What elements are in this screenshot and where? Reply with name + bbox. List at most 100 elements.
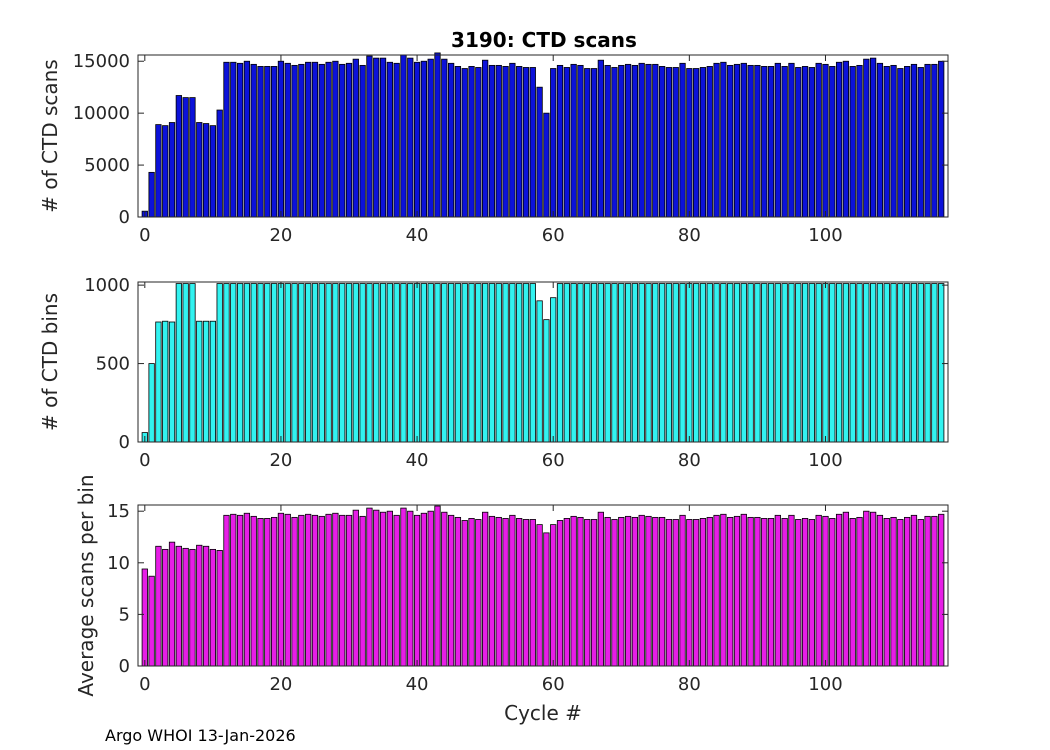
bar	[774, 62, 781, 218]
bar	[788, 514, 795, 667]
bar	[652, 516, 659, 667]
bar	[196, 122, 203, 218]
bar	[522, 67, 530, 218]
bar	[822, 63, 829, 218]
bar	[352, 509, 359, 667]
bar	[352, 58, 359, 218]
bar	[162, 125, 169, 218]
bar	[876, 283, 884, 443]
bar	[931, 63, 938, 218]
bar	[767, 66, 775, 218]
bar	[658, 516, 666, 667]
bar	[550, 524, 557, 667]
bar	[658, 283, 666, 443]
bar	[529, 67, 536, 218]
bar	[209, 320, 216, 443]
bar	[427, 58, 434, 218]
bar	[250, 283, 257, 443]
axes-frame	[137, 54, 949, 218]
bar	[379, 283, 387, 443]
bar	[808, 67, 815, 218]
bar	[257, 66, 264, 218]
bar	[883, 283, 890, 443]
bar	[305, 61, 312, 218]
bar	[611, 519, 618, 667]
bar	[216, 109, 223, 218]
bar	[291, 283, 298, 443]
bar	[148, 363, 155, 443]
bar	[345, 62, 353, 218]
bar	[400, 507, 407, 667]
bar	[917, 283, 924, 443]
bar	[277, 60, 285, 218]
bar	[447, 62, 455, 218]
bar	[679, 283, 686, 443]
bar	[407, 57, 414, 218]
bar	[842, 60, 850, 218]
bar	[720, 513, 727, 667]
bar	[155, 545, 162, 667]
bar	[740, 62, 747, 218]
bar	[597, 59, 604, 218]
bar	[162, 320, 169, 443]
bar	[189, 548, 196, 667]
x-tick-label: 0	[139, 674, 150, 695]
bar	[720, 283, 727, 443]
bar	[284, 513, 291, 667]
bar	[454, 66, 462, 218]
bar	[339, 63, 346, 218]
bar	[917, 67, 924, 218]
bar	[284, 283, 291, 443]
bar	[148, 171, 155, 218]
bar	[236, 514, 244, 667]
x-tick-label: 0	[139, 450, 150, 471]
bar	[910, 514, 918, 667]
bar	[604, 516, 611, 667]
y-tick-label: 0	[119, 207, 130, 228]
y-tick-label: 1000	[84, 275, 130, 296]
bar	[590, 283, 598, 443]
bar	[162, 548, 169, 667]
bar	[271, 66, 278, 218]
y-tick-label: 5	[119, 604, 130, 625]
bar	[352, 283, 359, 443]
bar	[434, 52, 441, 218]
bar	[645, 515, 652, 667]
bar	[223, 283, 230, 443]
bar	[584, 283, 591, 443]
bar	[168, 321, 176, 443]
bar	[556, 64, 564, 218]
axes-frame	[137, 281, 949, 443]
bar	[420, 60, 428, 218]
bar	[155, 124, 162, 218]
bar	[182, 547, 189, 667]
bar	[230, 513, 237, 667]
bar	[441, 58, 448, 218]
bar	[168, 122, 176, 218]
bar	[570, 515, 577, 667]
bar	[713, 514, 720, 667]
bar	[638, 514, 645, 667]
bar	[468, 283, 475, 443]
bar	[236, 62, 244, 218]
bar	[638, 62, 645, 218]
bar	[400, 54, 407, 218]
bar	[665, 67, 673, 218]
axes-frame	[137, 504, 949, 667]
bar	[366, 55, 373, 218]
bar	[604, 283, 611, 443]
bar	[849, 66, 856, 218]
bar	[298, 283, 305, 443]
bar	[624, 283, 632, 443]
bar	[699, 518, 707, 667]
bar	[890, 64, 897, 218]
bar	[461, 283, 468, 443]
bar	[305, 513, 312, 667]
bar	[904, 516, 911, 667]
bar	[679, 62, 686, 218]
bar	[801, 518, 809, 667]
bar	[264, 66, 271, 218]
bar	[447, 514, 455, 667]
bar	[509, 514, 516, 667]
bar	[781, 66, 788, 218]
